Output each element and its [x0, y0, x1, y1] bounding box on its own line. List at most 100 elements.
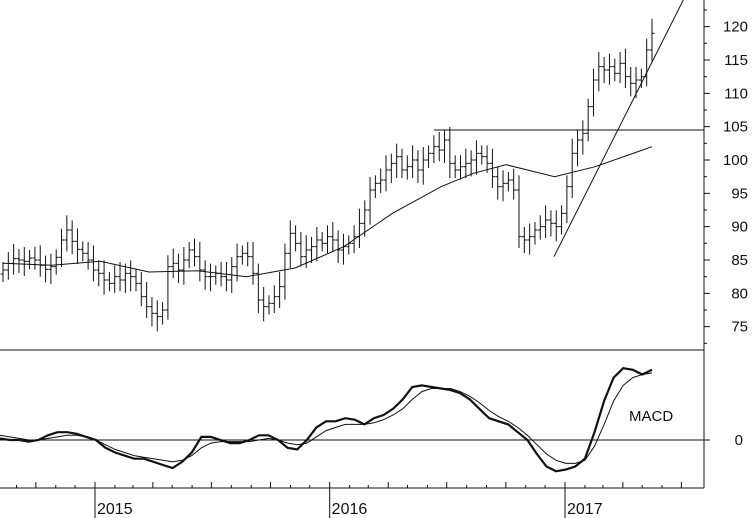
price-bar [569, 138, 575, 198]
price-bar [335, 230, 341, 263]
price-bar [32, 246, 38, 270]
price-bar [468, 150, 474, 177]
price-bar [96, 260, 102, 287]
price-bar [74, 228, 80, 264]
price-bar [580, 120, 586, 155]
macd-label: MACD [629, 408, 673, 425]
price-bar [362, 200, 368, 237]
price-bar [532, 222, 538, 245]
y-tick-label: 75 [731, 319, 748, 336]
price-bar [325, 225, 330, 253]
price-bar [463, 148, 469, 178]
price-bar [154, 300, 160, 332]
price-bar [293, 225, 299, 252]
price-bar [590, 68, 596, 117]
price-bar [90, 245, 96, 282]
price-bar [601, 57, 607, 83]
price-bar [330, 222, 336, 252]
price-bar [511, 168, 517, 200]
price-bar [378, 168, 384, 193]
price-bar [447, 127, 453, 178]
y-tick-label: 110 [724, 85, 748, 102]
price-bar [399, 148, 405, 178]
price-bar [553, 210, 559, 242]
price-bar [596, 52, 602, 92]
price-bar [644, 38, 650, 87]
price-bar [527, 223, 533, 255]
price-bar [11, 244, 17, 275]
price-bar [564, 175, 570, 223]
price-bar [628, 67, 634, 97]
price-bar [266, 295, 272, 315]
price-bar [420, 147, 426, 185]
price-bar [282, 243, 288, 300]
price-bars [0, 18, 655, 332]
y-tick-label: 105 [723, 119, 748, 136]
price-bar [149, 297, 155, 327]
price-bar [612, 58, 618, 82]
price-bar [192, 238, 198, 267]
y-tick-label: 95 [731, 185, 748, 202]
price-bar [495, 167, 501, 200]
moving-average-line [2, 146, 653, 278]
price-bar [250, 242, 256, 285]
price-bar [21, 247, 27, 276]
price-bar [575, 130, 581, 167]
price-bar [287, 220, 293, 268]
price-bar [340, 233, 346, 265]
price-bar [117, 262, 123, 292]
price-bar [585, 98, 591, 142]
macd-y-tick-label: 0 [735, 432, 743, 449]
price-bar [356, 208, 362, 248]
price-bar [223, 262, 229, 292]
price-bar [37, 245, 43, 277]
price-bar [85, 242, 91, 270]
price-bar [207, 263, 213, 292]
y-tick-label: 80 [731, 285, 748, 302]
price-bar [484, 145, 490, 173]
price-bar [144, 282, 150, 318]
price-bar [5, 252, 11, 280]
price-bar [319, 232, 325, 252]
price-bar [505, 172, 511, 192]
price-bar [309, 237, 315, 263]
price-bar [64, 215, 70, 252]
price-bar [53, 249, 59, 275]
price-bar [69, 220, 75, 255]
price-bar [457, 155, 463, 180]
trend-line [553, 0, 684, 257]
y-tick-label: 85 [731, 252, 748, 269]
price-bar [298, 232, 304, 267]
price-bar [245, 242, 251, 267]
price-bar [404, 155, 410, 180]
price-bar [415, 150, 421, 183]
price-bar [202, 260, 208, 290]
price-bar [122, 263, 128, 293]
price-bar [622, 48, 628, 88]
price-bar [277, 272, 283, 308]
price-bar [43, 255, 49, 283]
price-bar [101, 260, 107, 295]
price-bar [372, 175, 378, 198]
price-bar [548, 210, 554, 237]
price-bar [176, 253, 182, 283]
price-bar [59, 228, 65, 267]
price-bar [170, 248, 176, 278]
price-bar [442, 130, 448, 163]
price-bar [431, 135, 437, 163]
macd-line [0, 367, 653, 473]
price-bar [516, 175, 522, 248]
macd-signal-line [0, 372, 653, 464]
price-bar [303, 235, 309, 268]
price-bar [255, 263, 261, 313]
price-bar [473, 140, 479, 175]
price-bar [80, 241, 86, 262]
y-tick-label: 120 [723, 19, 748, 36]
price-bar [394, 143, 400, 178]
price-bar [271, 285, 277, 313]
price-bar [521, 227, 527, 253]
price-bar [500, 170, 506, 202]
price-bar [112, 265, 118, 293]
